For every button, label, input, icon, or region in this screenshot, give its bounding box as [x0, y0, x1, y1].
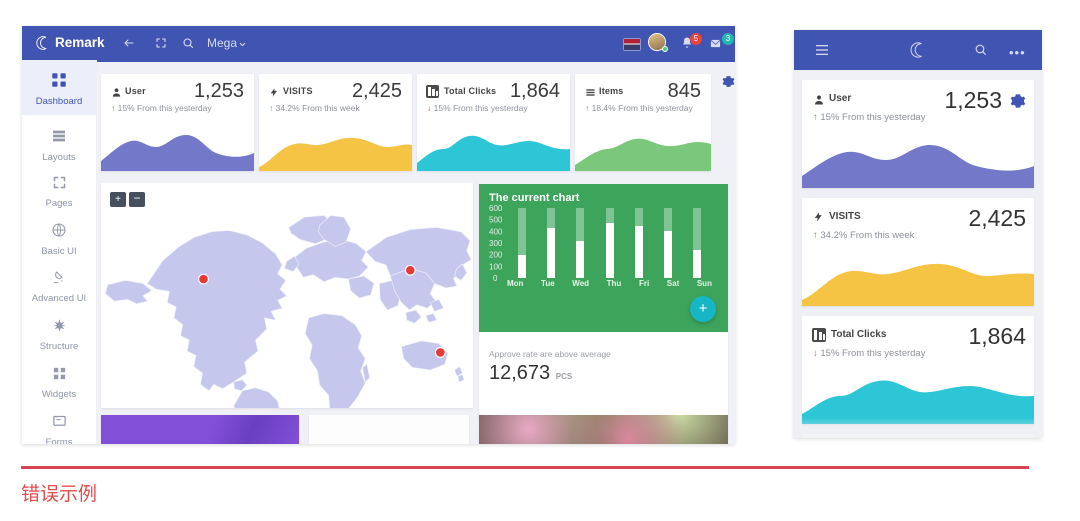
- svg-text:200: 200: [489, 251, 503, 260]
- svg-text:300: 300: [489, 239, 503, 248]
- svg-text:400: 400: [489, 227, 503, 236]
- svg-text:600: 600: [489, 204, 503, 213]
- svg-text:500: 500: [489, 216, 503, 225]
- svg-text:0: 0: [493, 274, 498, 283]
- svg-text:100: 100: [489, 262, 503, 271]
